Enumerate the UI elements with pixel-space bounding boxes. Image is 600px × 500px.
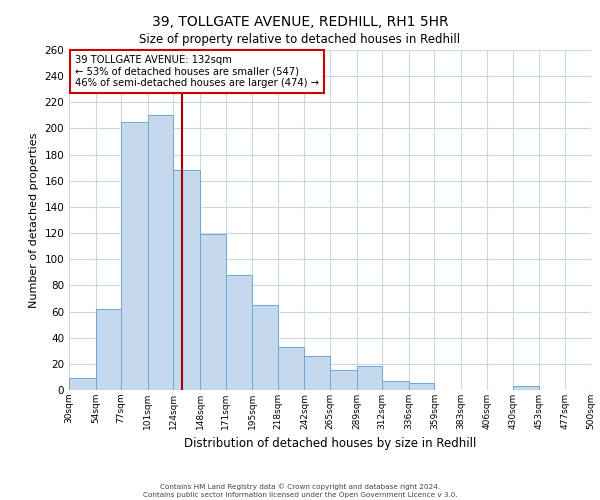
Bar [278, 347, 304, 390]
Bar [148, 116, 173, 390]
Bar [200, 234, 226, 390]
Bar [356, 366, 382, 390]
Bar [95, 309, 121, 390]
X-axis label: Distribution of detached houses by size in Redhill: Distribution of detached houses by size … [184, 438, 476, 450]
Bar [513, 386, 539, 390]
Text: 39, TOLLGATE AVENUE, REDHILL, RH1 5HR: 39, TOLLGATE AVENUE, REDHILL, RH1 5HR [152, 15, 448, 29]
Bar [382, 381, 409, 390]
Text: 39 TOLLGATE AVENUE: 132sqm
← 53% of detached houses are smaller (547)
46% of sem: 39 TOLLGATE AVENUE: 132sqm ← 53% of deta… [74, 55, 319, 88]
Y-axis label: Number of detached properties: Number of detached properties [29, 132, 39, 308]
Bar [252, 305, 278, 390]
Text: Contains HM Land Registry data © Crown copyright and database right 2024.
Contai: Contains HM Land Registry data © Crown c… [143, 484, 457, 498]
Bar [304, 356, 330, 390]
Bar [409, 384, 434, 390]
Bar [121, 122, 148, 390]
Bar [330, 370, 356, 390]
Bar [226, 275, 252, 390]
Bar [173, 170, 200, 390]
Text: Size of property relative to detached houses in Redhill: Size of property relative to detached ho… [139, 32, 461, 46]
Bar [69, 378, 95, 390]
